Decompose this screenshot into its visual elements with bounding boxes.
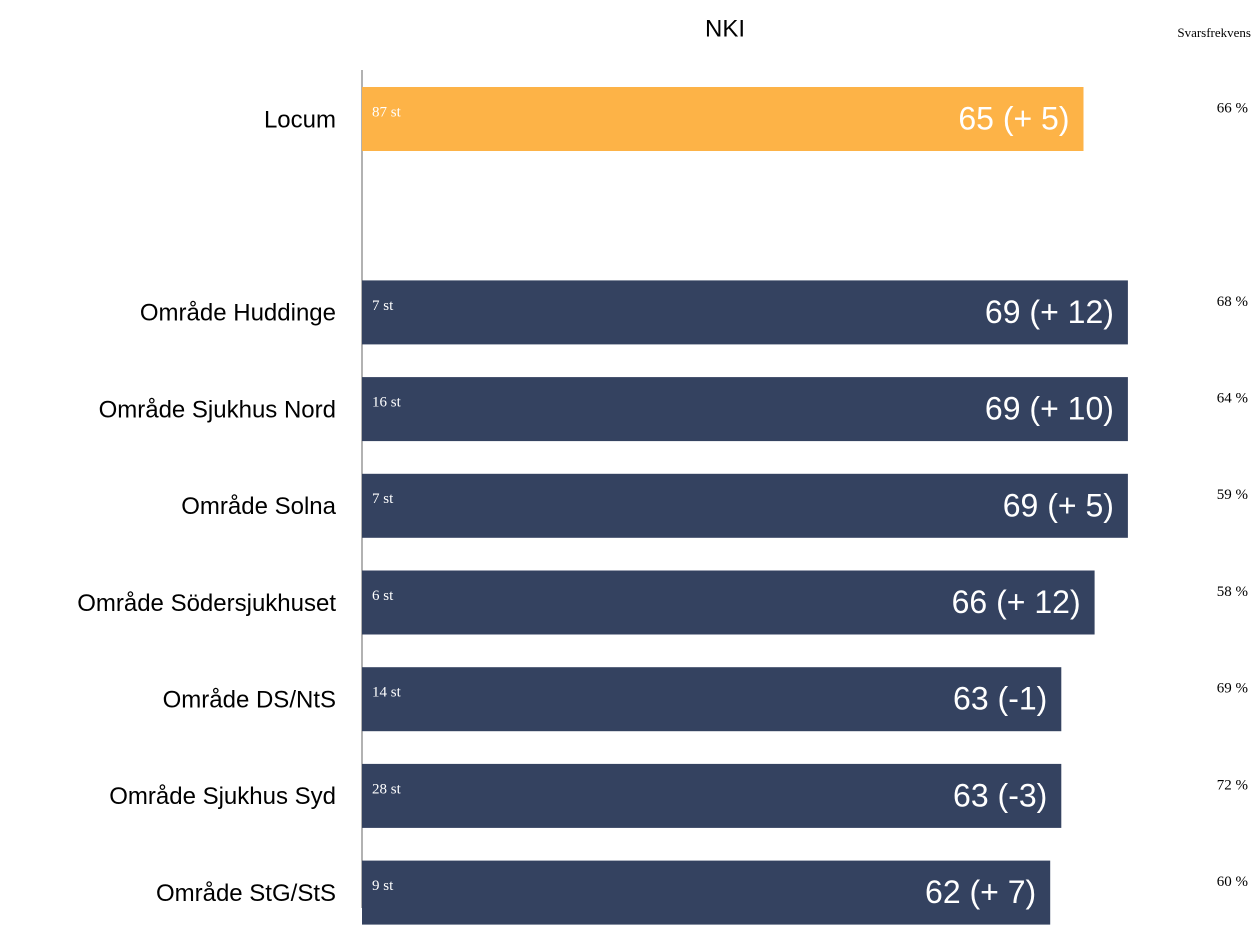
bar xyxy=(362,763,1062,828)
category-label: Område Solna xyxy=(181,493,336,520)
value-label: 69 (+ 5) xyxy=(1003,487,1114,523)
chart-title: NKI xyxy=(705,15,745,42)
bar xyxy=(362,667,1062,732)
response-rate-title: Svarsfrekvens xyxy=(1177,25,1251,40)
value-label: 65 (+ 5) xyxy=(958,100,1069,136)
category-label: Område Sjukhus Syd xyxy=(109,783,336,810)
response-rate: 64 % xyxy=(1217,391,1248,407)
value-label: 69 (+ 12) xyxy=(985,294,1114,330)
response-rate: 59 % xyxy=(1217,487,1248,503)
bar xyxy=(362,87,1084,151)
response-rate: 58 % xyxy=(1217,584,1248,600)
count-label: 87 st xyxy=(372,104,402,120)
value-label: 63 (-3) xyxy=(953,777,1047,813)
bar xyxy=(362,377,1128,442)
bar xyxy=(362,473,1128,538)
bar xyxy=(362,860,1051,925)
count-label: 14 st xyxy=(372,685,402,701)
category-label: Område Huddinge xyxy=(140,300,336,327)
bar xyxy=(362,280,1128,345)
category-label: Område Södersjukhuset xyxy=(77,590,336,617)
count-label: 28 st xyxy=(372,781,402,797)
response-rate: 60 % xyxy=(1217,874,1248,890)
count-label: 9 st xyxy=(372,878,394,894)
count-label: 6 st xyxy=(372,588,394,604)
bar xyxy=(362,570,1095,635)
response-rate: 66 % xyxy=(1217,100,1248,116)
category-label: Område StG/StS xyxy=(156,880,336,907)
value-label: 63 (-1) xyxy=(953,681,1047,717)
category-label: Område Sjukhus Nord xyxy=(99,396,336,423)
response-rate: 72 % xyxy=(1217,777,1248,793)
value-label: 66 (+ 12) xyxy=(952,584,1081,620)
count-label: 7 st xyxy=(372,298,394,314)
count-label: 16 st xyxy=(372,395,402,411)
response-rate: 68 % xyxy=(1217,294,1248,310)
category-label: Område DS/NtS xyxy=(163,687,336,714)
value-label: 62 (+ 7) xyxy=(925,874,1036,910)
category-label: Locum xyxy=(264,106,336,133)
response-rate: 69 % xyxy=(1217,681,1248,697)
count-label: 7 st xyxy=(372,491,394,507)
value-label: 69 (+ 10) xyxy=(985,391,1114,427)
